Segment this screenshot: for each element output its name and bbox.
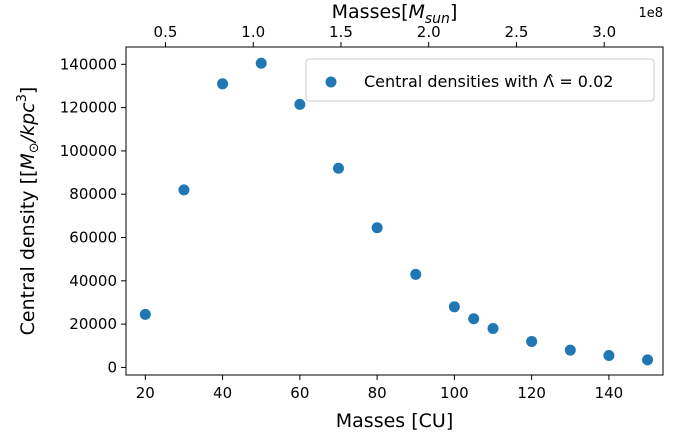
y-tick-label: 60000 — [69, 229, 117, 247]
data-point — [332, 162, 344, 174]
x-tick-label: 120 — [517, 384, 546, 402]
legend-marker — [325, 76, 337, 88]
top-x-axis-label: Masses[Msun] — [332, 1, 458, 27]
plot-frame — [125, 46, 664, 376]
y-tick-label: 120000 — [60, 99, 117, 117]
y-label-suffix: ] — [17, 87, 39, 94]
y-axis-label: Central density [[M⊙/kpc3] — [15, 87, 42, 336]
data-point — [487, 322, 499, 334]
top-x-tick-label: 2.0 — [417, 23, 441, 41]
data-point — [642, 354, 654, 366]
top-x-ticks: 0.5 1.0 1.5 2.0 2.5 3.0 — [154, 23, 616, 47]
top-x-label-sub: sun — [425, 11, 450, 27]
top-x-label-prefix: Masses[ — [332, 1, 409, 23]
legend: Central densities with Λ̂ = 0.02 — [305, 58, 655, 102]
x-tick-label: 140 — [595, 384, 624, 402]
y-label-sub: ⊙ — [27, 142, 42, 153]
data-point — [603, 350, 615, 362]
top-x-tick-label: 2.5 — [505, 23, 529, 41]
left-y-ticks: 0 20000 40000 60000 80000 100000 120000 140000 — [60, 55, 126, 376]
data-point — [468, 313, 480, 325]
y-tick-label: 140000 — [60, 55, 117, 73]
legend-label: Central densities with Λ̂ = 0.02 — [364, 72, 613, 91]
top-x-label-math: M — [408, 1, 424, 23]
y-label-sup: 3 — [15, 94, 30, 102]
data-points — [139, 57, 654, 366]
x-tick-label: 100 — [440, 384, 469, 402]
data-point — [178, 184, 190, 196]
data-point — [294, 98, 306, 110]
top-x-tick-label: 0.5 — [154, 23, 178, 41]
data-point — [255, 57, 267, 69]
data-point — [564, 344, 576, 356]
y-tick-label: 80000 — [69, 185, 117, 203]
x-tick-label: 40 — [213, 384, 232, 402]
top-x-tick-label: 1.0 — [241, 23, 265, 41]
x-axis-label: Masses [CU] — [336, 410, 453, 432]
data-point — [217, 78, 229, 90]
top-x-tick-label: 3.0 — [592, 23, 616, 41]
data-point — [448, 301, 460, 313]
y-tick-label: 0 — [107, 358, 117, 376]
legend-box — [305, 58, 655, 102]
x-tick-label: 80 — [368, 384, 387, 402]
y-label-after: /kpc — [17, 102, 39, 144]
bottom-x-ticks: 20 40 60 80 100 120 140 — [136, 375, 623, 402]
x-tick-label: 20 — [136, 384, 155, 402]
data-point — [410, 268, 422, 280]
x-tick-label: 60 — [290, 384, 309, 402]
y-label-prefix: Central density [[ — [17, 170, 39, 336]
top-x-tick-label: 1.5 — [329, 23, 353, 41]
y-tick-label: 20000 — [69, 315, 117, 333]
top-x-label-suffix: ] — [450, 1, 457, 23]
y-tick-label: 100000 — [60, 142, 117, 160]
data-point — [526, 335, 538, 347]
legend-label-prefix: Central densities with — [364, 72, 543, 91]
data-point — [139, 308, 151, 320]
y-tick-label: 40000 — [69, 272, 117, 290]
top-axis-offset: 1e8 — [638, 6, 663, 21]
data-point — [371, 222, 383, 234]
legend-label-math: Λ̂ = 0.02 — [543, 72, 613, 91]
y-label-math: M — [17, 153, 39, 169]
